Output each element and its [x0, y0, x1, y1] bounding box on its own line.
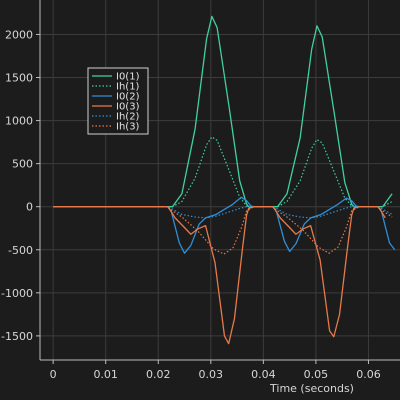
legend-label: Ih(1)	[116, 82, 140, 93]
legend-label: I0(3)	[116, 102, 140, 113]
x-tick-label: 0.04	[251, 368, 276, 381]
y-tick-label: 2000	[5, 28, 33, 41]
x-tick-label: 0.01	[93, 368, 118, 381]
legend-label: Ih(2)	[116, 112, 140, 123]
y-tick-label: 0	[26, 201, 33, 214]
legend-label: I0(1)	[116, 72, 140, 83]
axes: 0 0.01 0.02 0.03 0.04 0.05 0.06 -1500 -1000 -500 0…	[1, 0, 400, 381]
y-tick-label: 500	[12, 158, 33, 171]
series-line-ih1	[53, 136, 393, 208]
series-line-i03	[53, 206, 386, 345]
legend-label: I0(2)	[116, 92, 140, 103]
x-tick-label: 0.06	[356, 368, 381, 381]
y-tick-label: -500	[8, 244, 33, 257]
legend-box	[87, 67, 149, 135]
y-tick-label: 1500	[5, 72, 33, 85]
legend-label: Ih(3)	[116, 122, 140, 133]
x-tick-label: 0.02	[146, 368, 171, 381]
legend: I0(1)Ih(1)I0(2)I0(3)Ih(2)Ih(3)	[87, 67, 149, 135]
x-tick-label: 0	[50, 368, 57, 381]
plot-lines	[53, 15, 396, 345]
x-tick-label: 0.03	[199, 368, 224, 381]
y-tick-label: -1000	[1, 287, 33, 300]
y-tick-label: -1500	[1, 330, 33, 343]
x-tick-label: 0.05	[304, 368, 329, 381]
x-axis-label: Time (seconds)	[269, 382, 354, 395]
y-tick-label: 1000	[5, 115, 33, 128]
